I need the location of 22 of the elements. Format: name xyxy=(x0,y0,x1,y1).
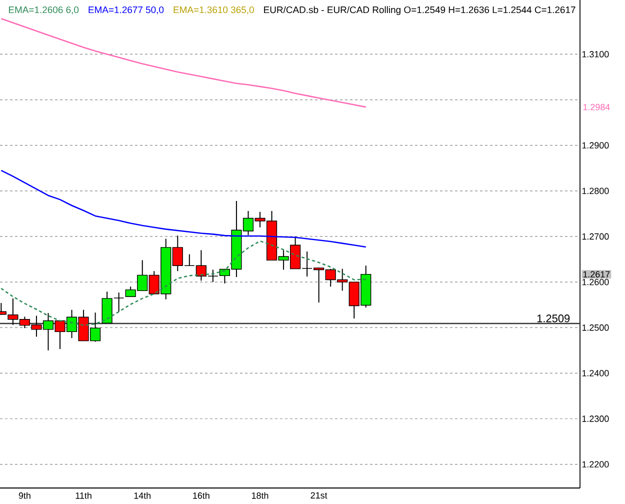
text: EMA=1.2677 50,0 xyxy=(88,6,164,14)
x-tick-label: 21st xyxy=(310,492,328,499)
x-tick-label: 18th xyxy=(252,492,268,499)
y-tick-label: 1.2200 xyxy=(582,461,609,468)
text: 1.2617 xyxy=(583,271,610,278)
text: EMA=1.2606 6,0 xyxy=(8,6,79,14)
y-tick-label: 1.2700 xyxy=(582,233,609,240)
ref-line-label: 1.2509 xyxy=(537,314,570,322)
y-tick-label: 1.2300 xyxy=(582,416,609,422)
y-tick-label: 1.3100 xyxy=(582,51,609,58)
y-tick-label: 1.2400 xyxy=(582,370,609,376)
y-tick-label: 1.2900 xyxy=(582,142,609,149)
legend-label: EMA=1.3610 365,0 xyxy=(174,6,254,14)
x-tick-label: 14th xyxy=(134,492,150,499)
y-tick-label: 1.2800 xyxy=(582,188,609,194)
x-tick-label: 9th xyxy=(18,492,30,499)
y-tick-label: 1.2500 xyxy=(582,324,609,331)
x-tick-label: 11th xyxy=(76,492,92,499)
text: EUR/CAD.sb - EUR/CAD Rolling O=1.2549 H=1.2636 L=1.2544 C=1.2617 xyxy=(264,6,576,16)
x-tick-label: 16th xyxy=(193,492,210,499)
text: 1.2984 xyxy=(583,104,610,110)
y-tick-label: 1.2600 xyxy=(582,278,609,286)
